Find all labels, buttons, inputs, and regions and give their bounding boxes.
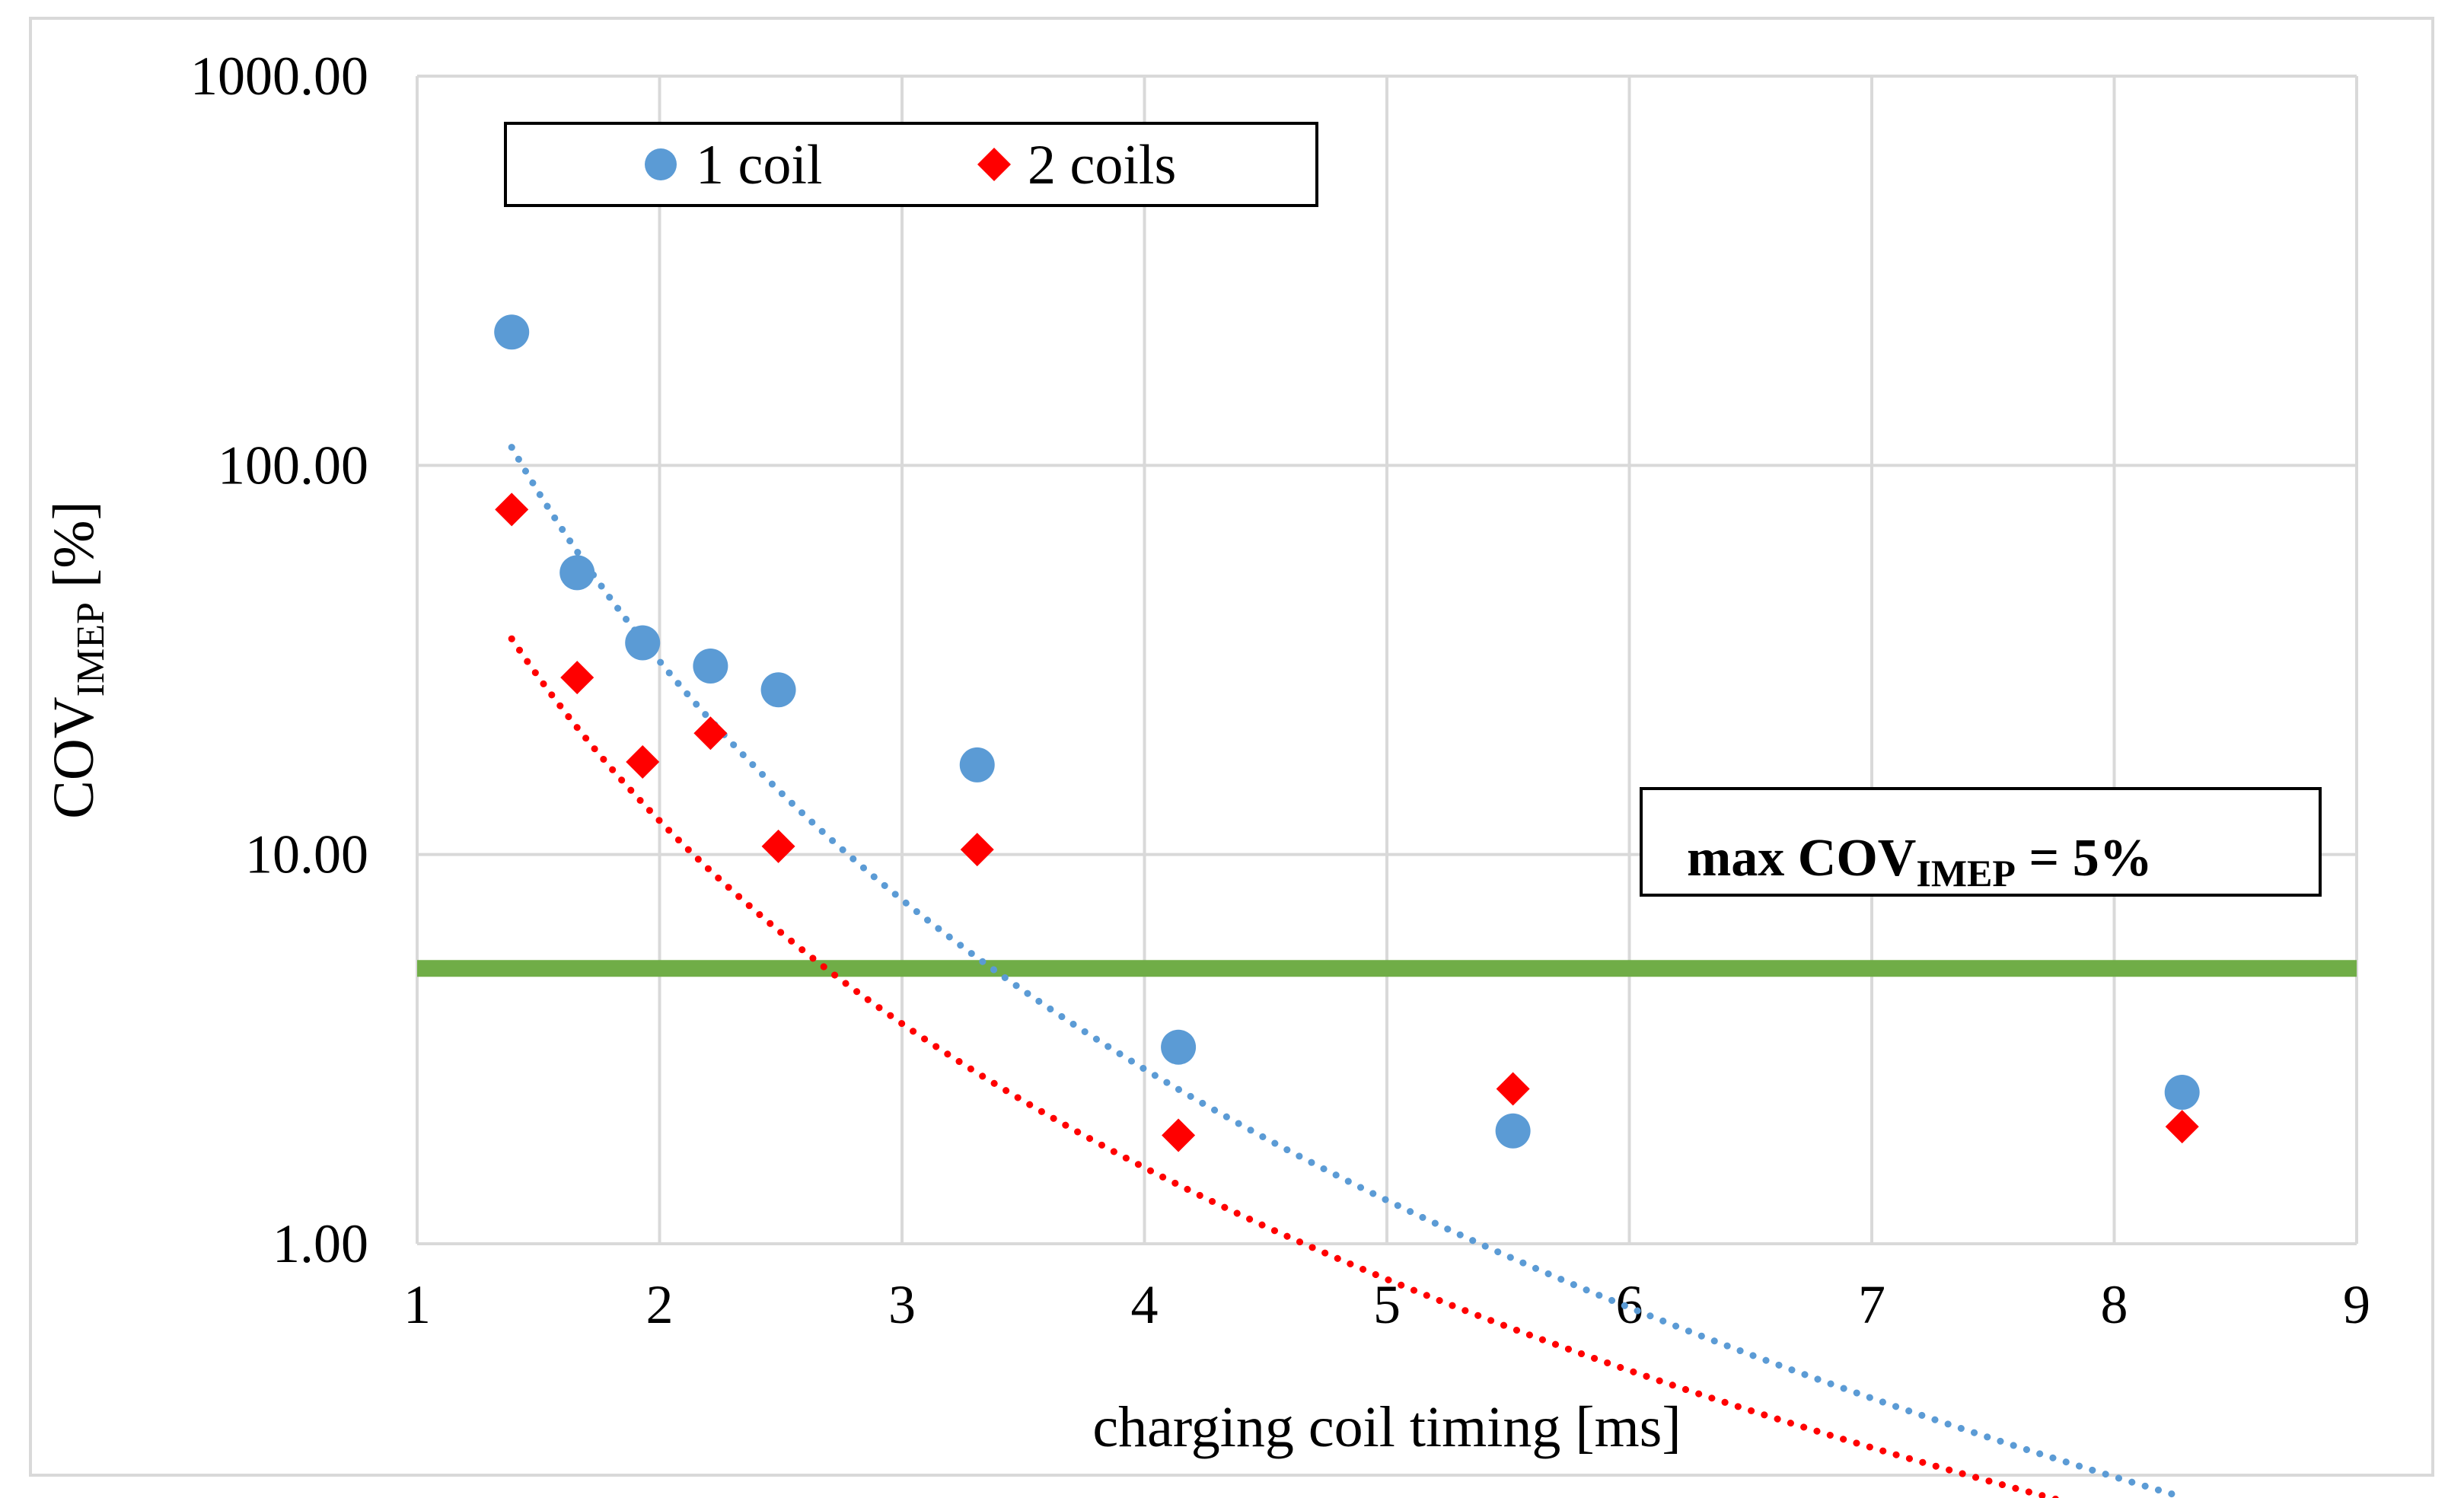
threshold-annotation-box bbox=[1640, 787, 2322, 897]
legend-label-1-coil: 1 coil bbox=[696, 134, 822, 196]
y-tick-label-2: 100.00 bbox=[218, 435, 368, 496]
x-tick-label-8: 8 bbox=[2101, 1274, 2128, 1335]
x-tick-label-3: 3 bbox=[888, 1274, 916, 1335]
legend-box bbox=[504, 122, 1318, 207]
point-series-0-2 bbox=[625, 625, 661, 661]
point-series-1-5 bbox=[960, 833, 994, 867]
y-axis-title-main: COV bbox=[42, 696, 106, 819]
x-tick-label-6: 6 bbox=[1616, 1274, 1643, 1335]
threshold-label-prefix: max COV bbox=[1687, 829, 1916, 888]
legend-marker-1-coil bbox=[645, 148, 677, 180]
point-series-1-6 bbox=[1162, 1118, 1196, 1152]
x-tick-label-5: 5 bbox=[1373, 1274, 1401, 1335]
y-tick-label-0: 1.00 bbox=[273, 1213, 368, 1274]
vertical-gridlines bbox=[658, 76, 2116, 1244]
trendline-series-1 bbox=[508, 635, 2065, 1498]
point-series-1-1 bbox=[560, 661, 594, 695]
point-series-0-6 bbox=[1161, 1029, 1197, 1065]
point-series-1-8 bbox=[2165, 1110, 2199, 1144]
point-series-1-2 bbox=[626, 744, 660, 779]
point-series-1-0 bbox=[495, 492, 529, 527]
y-axis-title: COVIMEP [%] bbox=[42, 501, 113, 819]
point-series-0-1 bbox=[559, 555, 595, 591]
threshold-annotation-text: max COVIMEP = 5% bbox=[1687, 829, 2153, 894]
point-series-0-3 bbox=[693, 649, 728, 684]
legend-marker-2-coils bbox=[977, 148, 1011, 181]
point-series-0-5 bbox=[959, 747, 995, 782]
legend: 1 coil 2 coils bbox=[504, 122, 1318, 207]
x-tick-label-1: 1 bbox=[403, 1274, 431, 1335]
threshold-label-subscript: IMEP bbox=[1916, 852, 2016, 894]
y-axis-title-suffix: [%] bbox=[42, 501, 106, 602]
legend-label-2-coils: 2 coils bbox=[1028, 134, 1176, 196]
point-series-0-0 bbox=[494, 314, 530, 350]
threshold-label-suffix: = 5% bbox=[2016, 829, 2153, 888]
point-series-0-4 bbox=[760, 672, 796, 708]
point-series-0-8 bbox=[2164, 1075, 2200, 1111]
y-tick-label-3: 1000.00 bbox=[190, 46, 368, 107]
x-tick-label-9: 9 bbox=[2343, 1274, 2370, 1335]
x-tick-label-4: 4 bbox=[1131, 1274, 1159, 1335]
x-tick-label-2: 2 bbox=[646, 1274, 674, 1335]
data-points bbox=[494, 314, 2200, 1152]
threshold-annotation: max COVIMEP = 5% bbox=[1640, 787, 2322, 897]
y-axis-title-subscript: IMEP bbox=[69, 602, 113, 696]
x-tick-label-7: 7 bbox=[1858, 1274, 1885, 1335]
y-tick-label-1: 10.00 bbox=[245, 824, 368, 885]
point-series-1-4 bbox=[761, 829, 795, 863]
x-tick-labels: 1 2 3 4 5 6 7 8 9 bbox=[403, 1274, 2370, 1335]
point-series-0-7 bbox=[1495, 1113, 1531, 1149]
y-tick-labels: 1.00 10.00 100.00 1000.00 bbox=[190, 46, 368, 1274]
axis-lines bbox=[416, 76, 2358, 1245]
point-series-1-7 bbox=[1496, 1072, 1530, 1106]
x-axis-title: charging coil timing [ms] bbox=[1092, 1395, 1681, 1459]
trendlines bbox=[508, 444, 2186, 1498]
point-series-1-3 bbox=[693, 716, 728, 751]
trendline-series-0 bbox=[508, 444, 2186, 1498]
